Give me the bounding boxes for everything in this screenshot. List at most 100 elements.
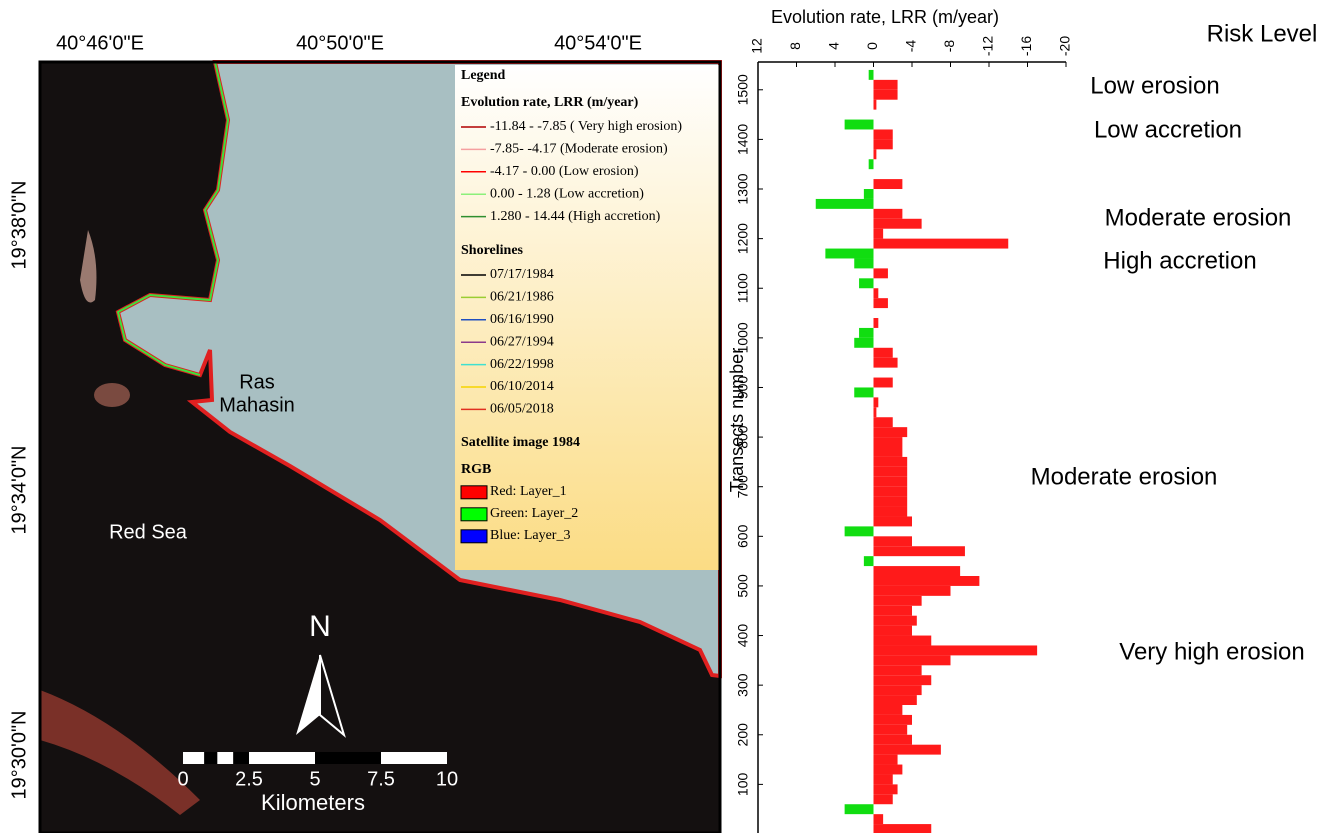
bar [874, 695, 917, 705]
y-tick-label: 600 [735, 524, 751, 548]
legend-label: -11.84 - -7.85 ( Very high erosion) [490, 119, 682, 134]
bar [874, 626, 913, 636]
bar [874, 616, 917, 626]
lat-label: 19°30'0"N [8, 711, 30, 800]
bar [874, 645, 1038, 655]
bar [874, 179, 903, 189]
bar [874, 536, 913, 546]
bar [874, 596, 922, 606]
place-label: Ras [239, 371, 275, 393]
bar [874, 477, 908, 487]
y-tick-label: 300 [735, 673, 751, 697]
bar [874, 417, 893, 427]
legend-label: -7.85- -4.17 (Moderate erosion) [490, 142, 668, 157]
place-label: Red Sea [109, 521, 188, 543]
bar [874, 546, 965, 556]
legend-label: Red: Layer_1 [490, 484, 567, 499]
bar [874, 765, 903, 775]
legend-label: 06/05/2018 [490, 402, 554, 417]
legend-label: 06/21/1986 [490, 290, 554, 305]
risk-label: Moderate erosion [1031, 463, 1218, 490]
bar [874, 685, 922, 695]
bar [874, 358, 898, 368]
legend-label: 0.00 - 1.28 (Low accretion) [490, 186, 644, 201]
bar [874, 507, 908, 517]
y-tick-label: 1500 [735, 74, 751, 105]
bar [845, 804, 874, 814]
legend-label: 06/10/2014 [490, 379, 554, 394]
lat-label: 19°34'0"N [8, 446, 30, 535]
scale-label: 0 [177, 768, 188, 790]
bar [859, 278, 873, 288]
legend-heading: Shorelines [461, 243, 524, 258]
scale-label: 10 [436, 768, 458, 790]
risk-label: High accretion [1103, 247, 1256, 274]
bar [874, 497, 908, 507]
lon-label: 40°50'0"E [296, 32, 384, 54]
bar [854, 258, 873, 268]
x-tick-label: -16 [1018, 36, 1034, 56]
bar [874, 268, 888, 278]
bar [874, 516, 913, 526]
legend-swatch [461, 530, 487, 543]
bar [859, 328, 873, 338]
bar [869, 70, 874, 80]
bar [874, 298, 888, 308]
bar [874, 100, 877, 110]
bar [874, 606, 913, 616]
bar [825, 249, 873, 259]
bar [874, 397, 879, 407]
risk-label: Moderate erosion [1105, 204, 1292, 231]
north-label: N [309, 610, 331, 643]
legend-label: 06/22/1998 [490, 357, 554, 372]
bar [874, 407, 877, 417]
bar [854, 338, 873, 348]
legend-label: Blue: Layer_3 [490, 528, 570, 543]
bar [874, 239, 1009, 249]
x-tick-label: -12 [980, 36, 996, 56]
bar [874, 814, 884, 824]
bar [874, 735, 913, 745]
legend-swatch [461, 508, 487, 521]
y-tick-label: 100 [735, 772, 751, 796]
bar [874, 219, 922, 229]
bar [874, 90, 898, 100]
bar [874, 725, 908, 735]
bar [874, 636, 932, 646]
x-tick-label: 4 [826, 42, 842, 50]
bar [874, 655, 951, 665]
place-label: Mahasin [219, 394, 295, 416]
bar [874, 487, 908, 497]
bar [874, 745, 941, 755]
x-tick-label: -20 [1057, 36, 1073, 56]
bar [874, 427, 908, 437]
bar [874, 705, 903, 715]
bar [874, 576, 980, 586]
bar [874, 209, 903, 219]
legend-heading: RGB [461, 462, 491, 477]
bar [874, 437, 903, 447]
legend-heading: Satellite image 1984 [461, 435, 580, 450]
bar [869, 159, 874, 169]
bar [874, 229, 884, 239]
scale-bar-segment [249, 752, 315, 764]
bar [874, 794, 893, 804]
bar [874, 288, 879, 298]
bar [874, 129, 893, 139]
y-tick-label: 1300 [735, 173, 751, 204]
y-tick-label: 400 [735, 624, 751, 648]
legend-label: 06/16/1990 [490, 312, 554, 327]
bar [874, 586, 951, 596]
bar [845, 526, 874, 536]
x-tick-label: 0 [864, 42, 880, 50]
y-tick-label: 500 [735, 574, 751, 598]
bar [874, 447, 903, 457]
bar [874, 467, 908, 477]
bar [845, 120, 874, 130]
legend-label: Green: Layer_2 [490, 506, 578, 521]
bar [874, 715, 913, 725]
legend-label: 07/17/1984 [490, 267, 554, 282]
y-tick-label: 1200 [735, 223, 751, 254]
